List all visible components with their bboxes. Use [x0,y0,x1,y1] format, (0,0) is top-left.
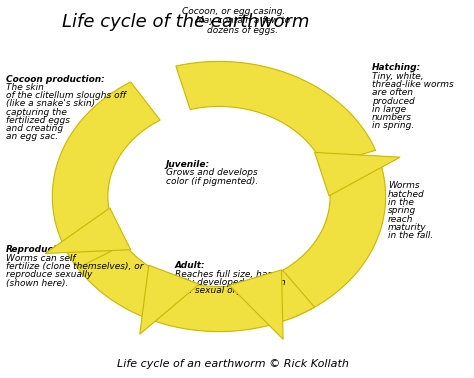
Text: capturing the: capturing the [6,108,67,116]
Text: reach: reach [388,215,413,223]
Text: and sexual organs.: and sexual organs. [175,286,261,295]
Polygon shape [140,265,199,334]
Text: color (if pigmented).: color (if pigmented). [166,177,258,186]
Text: in spring.: in spring. [372,121,414,130]
Text: produced: produced [372,97,414,106]
Text: Life cycle of the earthworm: Life cycle of the earthworm [62,12,309,31]
Polygon shape [45,208,131,253]
Text: Worms: Worms [388,181,419,191]
Text: Hatching:: Hatching: [372,63,421,72]
Text: Adult:: Adult: [175,261,206,270]
Text: fertilize (clone themselves), or: fertilize (clone themselves), or [6,262,144,271]
Text: Cocoon production:: Cocoon production: [6,74,105,84]
Text: May contain a few to: May contain a few to [196,16,290,25]
Text: an egg sac.: an egg sac. [6,132,58,141]
Text: (shown here).: (shown here). [6,279,68,288]
Text: thread-like worms: thread-like worms [372,80,454,89]
Text: dozens of eggs.: dozens of eggs. [208,26,278,35]
Text: reproduce sexually: reproduce sexually [6,270,92,279]
Text: The skin: The skin [6,83,44,92]
Text: Tiny, white,: Tiny, white, [372,72,423,81]
Text: Cocoon, or egg casing.: Cocoon, or egg casing. [182,7,285,16]
Polygon shape [229,270,283,339]
Text: Juvenile:: Juvenile: [166,160,210,169]
Polygon shape [52,82,160,268]
Text: and creating: and creating [6,124,63,133]
Text: are often: are often [372,88,413,98]
Text: (like a snake's skin): (like a snake's skin) [6,99,95,108]
Polygon shape [315,152,400,196]
Text: Reproduction:: Reproduction: [6,245,77,254]
Text: fully developed clitellum: fully developed clitellum [175,278,286,287]
Polygon shape [176,62,375,166]
Text: in the: in the [388,198,414,207]
Text: Life cycle of an earthworm © Rick Kollath: Life cycle of an earthworm © Rick Kollat… [117,359,349,369]
Text: of the clitellum sloughs off: of the clitellum sloughs off [6,91,126,100]
Text: in the fall.: in the fall. [388,231,433,240]
Text: in large: in large [372,105,406,114]
Text: hatched: hatched [388,190,425,199]
Text: maturity: maturity [388,223,427,232]
Text: numbers: numbers [372,113,412,122]
Polygon shape [266,161,386,319]
Polygon shape [68,235,315,332]
Text: Worms can self: Worms can self [6,254,75,263]
Text: Reaches full size, has: Reaches full size, has [175,270,272,279]
Text: Grows and develops: Grows and develops [166,168,257,177]
Text: fertilized eggs: fertilized eggs [6,116,70,125]
Text: spring: spring [388,206,416,215]
